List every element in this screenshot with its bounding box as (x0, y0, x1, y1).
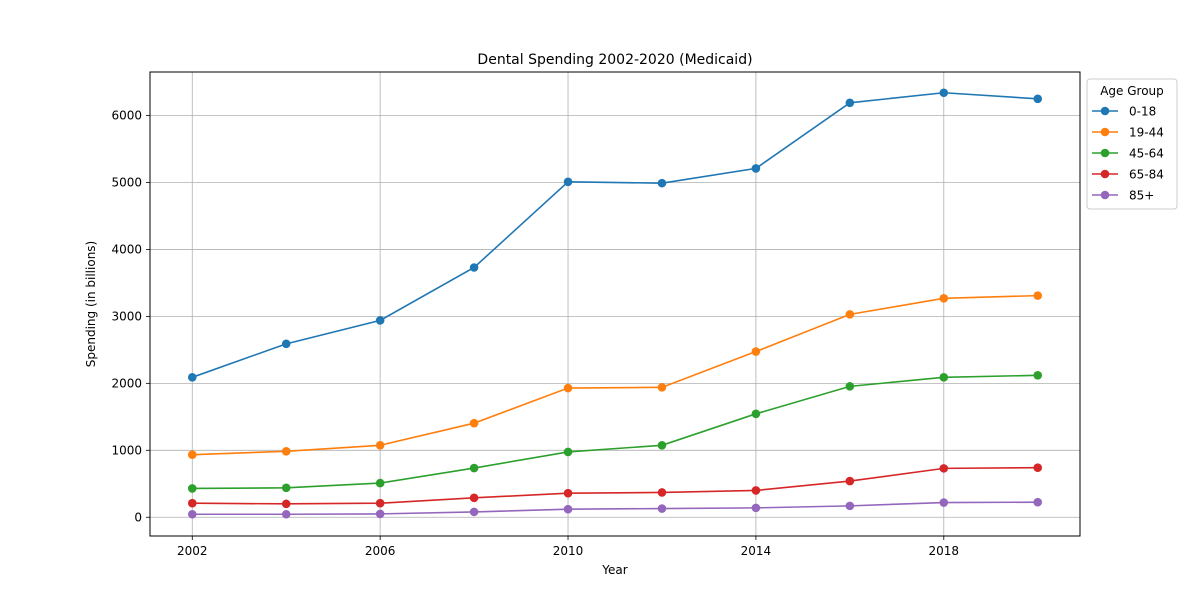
data-point (187, 450, 197, 459)
data-point (563, 383, 573, 393)
legend-marker (1100, 106, 1110, 116)
data-point (469, 493, 479, 503)
legend-items: 0-18 19-44 45-64 65-84 85+ (1092, 105, 1164, 203)
chart-title: Dental Spending 2002-2020 (Medicaid) (477, 52, 752, 68)
legend-item: 65-84 (1092, 168, 1164, 182)
data-point (375, 509, 385, 519)
y-tick-label: 0 (134, 510, 142, 524)
legend-marker (1100, 169, 1110, 179)
data-point (1033, 371, 1043, 380)
legend-label: 65-84 (1129, 168, 1164, 182)
data-point (939, 294, 949, 303)
data-point (1033, 291, 1043, 300)
data-point (563, 177, 573, 187)
data-point (845, 382, 855, 391)
data-point (657, 440, 667, 450)
legend: Age Group 0-18 19-44 45-64 65-84 85+ (1086, 78, 1178, 210)
series-line (192, 294, 1038, 456)
x-tick-label: 2014 (741, 544, 772, 558)
data-point (281, 509, 291, 519)
data-point (1033, 497, 1043, 507)
data-point (751, 409, 761, 419)
x-tick-label: 2006 (365, 544, 396, 558)
data-point (187, 509, 197, 519)
x-tick-label: 2010 (553, 544, 584, 558)
data-point (187, 484, 197, 493)
legend-label: 0-18 (1129, 105, 1156, 119)
data-point (563, 504, 573, 514)
y-tick-label: 1000 (111, 443, 142, 457)
legend-item: 19-44 (1092, 126, 1164, 140)
series-line (192, 91, 1038, 379)
data-point (375, 440, 385, 450)
series-layer (187, 88, 1043, 519)
data-point (469, 463, 479, 473)
data-point (1033, 94, 1043, 104)
series-line (192, 466, 1038, 505)
series-line (192, 374, 1038, 490)
data-point (657, 178, 667, 188)
series-45-64 (187, 371, 1043, 493)
data-point (751, 164, 761, 173)
axis-ticks: 2002 2006 2010 2014 2018 0 1000 2000 3000 4000 500… (111, 109, 959, 558)
legend-marker (1100, 190, 1110, 200)
data-point (375, 498, 385, 508)
data-point (845, 501, 855, 511)
y-tick-label: 5000 (111, 175, 142, 189)
data-point (1033, 463, 1043, 473)
data-point (845, 476, 855, 486)
data-point (375, 478, 385, 488)
series-85+ (187, 497, 1043, 519)
data-point (939, 88, 949, 98)
x-tick-label: 2002 (177, 544, 208, 558)
legend-label: 85+ (1129, 189, 1154, 203)
series-line (192, 501, 1038, 516)
data-point (187, 498, 197, 508)
data-point (939, 464, 949, 473)
data-point (657, 383, 667, 392)
legend-marker (1100, 148, 1110, 158)
data-point (657, 488, 667, 497)
y-tick-label: 6000 (111, 109, 142, 123)
legend-item: 0-18 (1092, 105, 1156, 119)
data-point (751, 503, 761, 513)
y-axis-label: Spending (in billions) (84, 241, 98, 367)
series-65-84 (187, 463, 1043, 509)
data-point (281, 447, 291, 456)
data-point (845, 310, 855, 319)
data-point (563, 447, 573, 457)
data-point (845, 98, 855, 108)
legend-marker (1100, 127, 1110, 137)
data-point (375, 316, 385, 325)
plot-area-frame (149, 71, 1081, 537)
data-point (751, 347, 761, 356)
legend-item: 45-64 (1092, 147, 1164, 161)
x-axis-label: Year (601, 563, 627, 577)
y-tick-label: 4000 (111, 242, 142, 256)
data-point (281, 339, 291, 349)
legend-item: 85+ (1092, 189, 1154, 203)
data-point (469, 263, 479, 272)
data-point (281, 499, 291, 509)
x-tick-label: 2018 (929, 544, 960, 558)
y-tick-label: 2000 (111, 376, 142, 390)
data-point (751, 486, 761, 495)
data-point (939, 498, 949, 507)
y-tick-label: 3000 (111, 309, 142, 323)
series-19-44 (187, 291, 1043, 459)
data-point (563, 488, 573, 498)
series-0-18 (187, 88, 1043, 382)
legend-label: 45-64 (1129, 147, 1164, 161)
data-point (469, 418, 479, 428)
legend-title: Age Group (1100, 84, 1164, 98)
data-point (281, 483, 291, 493)
data-point (939, 373, 949, 382)
data-point (657, 504, 667, 513)
data-point (187, 373, 197, 382)
legend-label: 19-44 (1129, 126, 1164, 140)
data-point (469, 507, 479, 517)
